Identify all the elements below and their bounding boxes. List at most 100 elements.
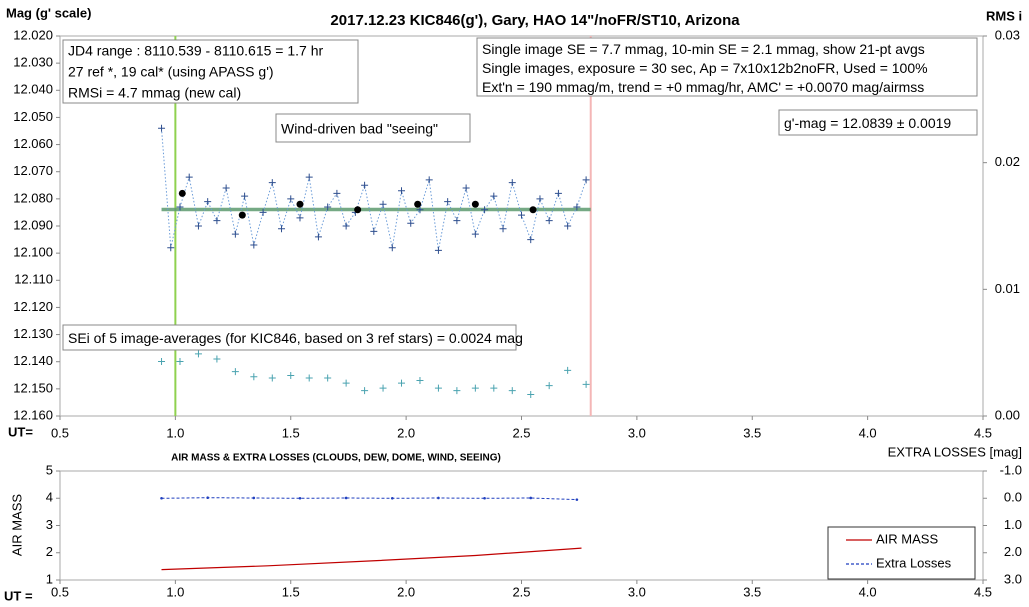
- y2-axis-label: EXTRA LOSSES [mag]: [888, 444, 1022, 459]
- point: [508, 179, 516, 187]
- point: [231, 368, 239, 376]
- x-tick-label: 2.5: [512, 425, 530, 440]
- point: [575, 498, 579, 501]
- point: [379, 384, 387, 392]
- x-tick-label: 1.0: [166, 425, 184, 440]
- point: [231, 230, 239, 238]
- point: [250, 373, 258, 381]
- point: [204, 198, 212, 206]
- point: [453, 217, 461, 225]
- annotation-text: 27 ref *, 19 cal* (using APASS g'): [68, 64, 274, 80]
- y-tick-label: 12.150: [13, 380, 53, 395]
- annotation-box: [62, 324, 517, 351]
- annotation-text: Wind-driven bad "seeing": [281, 121, 438, 137]
- y-axis-label: Mag (g' scale): [6, 5, 91, 20]
- point: [582, 176, 590, 184]
- point: [324, 374, 332, 382]
- y2-tick-label: -1.0: [1000, 462, 1022, 477]
- point: [324, 203, 332, 211]
- point: [483, 496, 486, 500]
- x-tick-label: 4.5: [974, 425, 992, 440]
- point: [354, 206, 362, 214]
- point: [388, 244, 396, 252]
- y2-axis-label: RMS i: [986, 8, 1022, 23]
- y-tick-label: 12.020: [13, 27, 53, 42]
- point: [213, 217, 221, 225]
- point: [564, 366, 572, 374]
- annotation-box: [62, 39, 359, 104]
- point: [414, 200, 422, 208]
- series-line: [161, 497, 577, 501]
- point: [434, 246, 442, 254]
- x-tick-label: 4.5: [974, 584, 992, 599]
- point: [390, 496, 394, 500]
- point: [529, 206, 537, 214]
- x-tick-label: 1.5: [282, 584, 300, 599]
- point: [529, 496, 533, 500]
- point: [176, 358, 184, 366]
- point: [160, 496, 163, 500]
- x-tick-label: 3.5: [743, 425, 761, 440]
- x-tick-label: 0.5: [51, 584, 69, 599]
- point: [499, 225, 507, 233]
- point: [471, 230, 479, 238]
- point: [490, 192, 498, 200]
- x-tick-label: 3.0: [628, 425, 646, 440]
- x-tick-label: 3.0: [628, 584, 646, 599]
- point: [238, 211, 246, 219]
- legend-label: Extra Losses: [876, 555, 952, 570]
- point: [206, 496, 209, 500]
- chart-title: 2017.12.23 KIC846(g'), Gary, HAO 14"/noF…: [330, 12, 740, 29]
- point: [361, 387, 369, 395]
- y-tick-label: 12.110: [14, 272, 53, 287]
- y-tick-label: 12.130: [13, 326, 53, 341]
- point: [536, 195, 544, 203]
- annotation-text: Single image SE = 7.7 mmag, 10-min SE = …: [482, 41, 925, 57]
- point: [471, 200, 479, 208]
- y2-tick-label: 0.02: [995, 154, 1020, 169]
- point: [471, 384, 479, 392]
- annotation-text: g'-mag = 12.0839 ± 0.0019: [784, 115, 951, 131]
- point: [250, 241, 258, 249]
- point: [178, 189, 186, 197]
- point: [527, 236, 535, 244]
- y-tick-label: 2: [46, 544, 53, 559]
- y2-tick-label: 0.03: [995, 27, 1020, 42]
- point: [314, 233, 322, 241]
- point: [481, 206, 489, 214]
- point: [333, 189, 341, 197]
- x-tick-label: 0.5: [51, 425, 69, 440]
- annotation-box: [476, 37, 978, 97]
- y-tick-label: 12.070: [13, 163, 53, 178]
- point: [490, 384, 498, 392]
- point: [259, 208, 267, 216]
- annotation-box: [275, 113, 471, 143]
- point: [176, 203, 184, 211]
- y-tick-label: 12.120: [13, 299, 53, 314]
- y2-tick-label: 3.0: [1004, 571, 1022, 586]
- annotation-text: Single images, exposure = 30 sec, Ap = 7…: [482, 60, 928, 76]
- point: [296, 214, 304, 222]
- point: [398, 187, 406, 195]
- point: [434, 384, 442, 392]
- y-tick-label: 12.140: [13, 353, 53, 368]
- point: [241, 192, 249, 200]
- x-tick-label: 1.5: [282, 425, 300, 440]
- x-tick-label: 2.0: [397, 425, 415, 440]
- chart-title: AIR MASS & EXTRA LOSSES (CLOUDS, DEW, DO…: [171, 453, 501, 464]
- point: [278, 225, 286, 233]
- y-axis-label: AIR MASS: [9, 494, 24, 556]
- point: [370, 227, 378, 235]
- point: [518, 211, 525, 219]
- x-tick-label: 3.5: [743, 584, 761, 599]
- point: [287, 371, 295, 379]
- point: [462, 184, 470, 192]
- point: [222, 184, 230, 192]
- point: [564, 222, 572, 230]
- x-tick-label: 2.0: [397, 584, 415, 599]
- point: [305, 374, 313, 382]
- point: [527, 390, 535, 398]
- point: [582, 380, 590, 388]
- y-tick-label: 12.090: [13, 217, 53, 232]
